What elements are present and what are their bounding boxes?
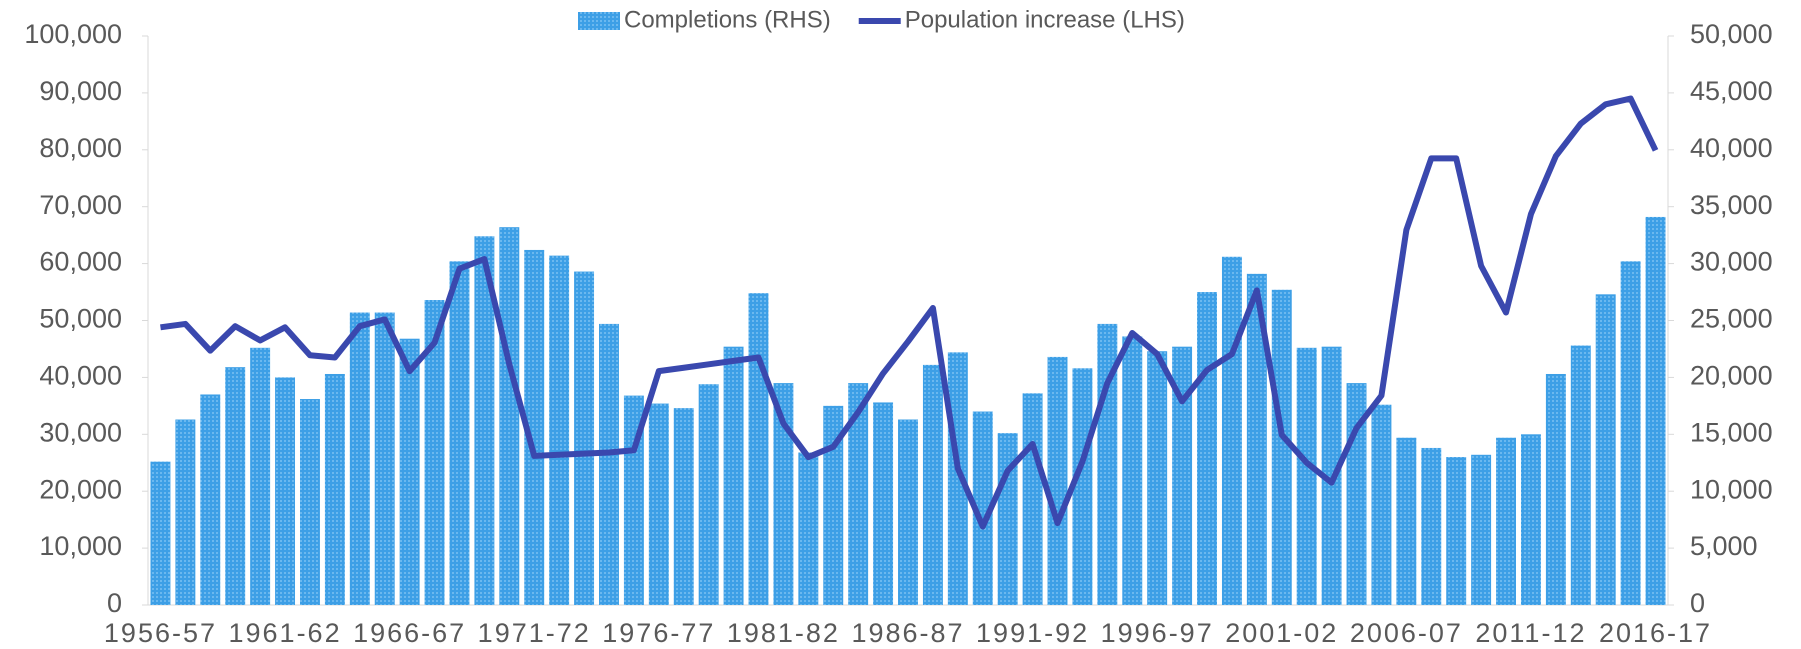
bar <box>648 403 669 605</box>
bar <box>1022 393 1043 605</box>
bar <box>748 293 769 605</box>
bar <box>574 271 595 605</box>
x-tick-label: 2016-17 <box>1599 618 1712 648</box>
bar <box>1371 404 1392 605</box>
x-tick-label: 2011-12 <box>1475 618 1586 648</box>
bar <box>723 346 744 605</box>
bar <box>947 352 968 605</box>
bar <box>449 261 470 605</box>
y-tick-label: 20,000 <box>39 474 122 504</box>
x-tick-label: 1961-62 <box>229 618 342 648</box>
x-tick-label: 1996-97 <box>1101 618 1214 648</box>
bar <box>1296 347 1317 605</box>
x-tick-label: 2001-02 <box>1225 618 1338 648</box>
x-tick-label: 2006-07 <box>1350 618 1463 648</box>
bar <box>1471 454 1492 605</box>
bar <box>873 402 894 605</box>
x-tick-label: 1986-87 <box>851 618 964 648</box>
bar <box>549 255 570 605</box>
y2-tick-label: 10,000 <box>1690 474 1773 504</box>
y2-tick-label: 5,000 <box>1690 531 1758 561</box>
bar <box>349 312 370 605</box>
bar <box>1396 437 1417 605</box>
bar <box>1047 356 1068 605</box>
y2-tick-label: 30,000 <box>1690 247 1773 277</box>
y2-tick-label: 0 <box>1690 588 1705 618</box>
bar <box>1172 346 1193 605</box>
y-tick-label: 0 <box>107 588 122 618</box>
y2-tick-label: 20,000 <box>1690 361 1773 391</box>
bar <box>1620 261 1641 605</box>
y2-tick-label: 25,000 <box>1690 304 1773 334</box>
bar <box>922 364 943 605</box>
bar <box>474 236 495 605</box>
bar <box>1147 351 1168 605</box>
x-tick-label: 1971-72 <box>478 618 591 648</box>
bar <box>374 312 395 605</box>
bar <box>698 384 719 605</box>
bar <box>300 399 320 605</box>
legend-label: Population increase (LHS) <box>905 6 1185 33</box>
bar <box>1446 457 1467 605</box>
bar <box>972 411 993 605</box>
y2-tick-label: 50,000 <box>1690 19 1773 49</box>
y-tick-label: 30,000 <box>39 417 122 447</box>
y-tick-label: 80,000 <box>39 133 122 163</box>
bar <box>1246 273 1267 605</box>
y-tick-label: 70,000 <box>39 190 122 220</box>
y-tick-label: 90,000 <box>39 76 122 106</box>
y-tick-label: 50,000 <box>39 304 122 334</box>
x-tick-label: 1976-77 <box>602 618 715 648</box>
y-tick-label: 60,000 <box>39 247 122 277</box>
bar <box>250 347 271 605</box>
y-tick-label: 40,000 <box>39 361 122 391</box>
bar <box>773 383 794 605</box>
x-tick-label: 1956-57 <box>104 618 217 648</box>
bar <box>499 227 520 605</box>
bar <box>200 394 221 605</box>
y2-tick-label: 40,000 <box>1690 133 1773 163</box>
y-tick-label: 10,000 <box>39 531 122 561</box>
bar <box>1197 292 1217 605</box>
bar <box>225 367 246 605</box>
legend-label: Completions (RHS) <box>624 6 831 33</box>
bar <box>1221 256 1242 605</box>
bar <box>1570 345 1591 605</box>
x-tick-label: 1966-67 <box>353 618 466 648</box>
bar <box>1545 373 1566 605</box>
bar <box>324 373 345 605</box>
x-tick-label: 1981-82 <box>727 618 840 648</box>
bar <box>1520 434 1541 605</box>
y2-tick-label: 45,000 <box>1690 76 1773 106</box>
bar <box>1421 447 1442 605</box>
y-tick-label: 100,000 <box>24 19 122 49</box>
bar <box>1496 437 1516 605</box>
legend-swatch <box>578 12 620 30</box>
bar <box>599 323 619 605</box>
bar <box>673 408 694 605</box>
bar <box>798 452 819 605</box>
bar <box>399 338 420 605</box>
bar <box>1122 336 1143 605</box>
bar <box>275 377 296 605</box>
bar <box>1271 289 1292 605</box>
bar <box>175 419 196 605</box>
bar <box>848 383 869 605</box>
bar <box>424 300 445 605</box>
bar <box>898 419 918 605</box>
x-tick-label: 1991-92 <box>976 618 1089 648</box>
bar <box>823 405 844 605</box>
bar <box>1645 216 1666 605</box>
y2-tick-label: 15,000 <box>1690 417 1773 447</box>
bar <box>524 249 545 605</box>
bar <box>1595 294 1616 605</box>
bar <box>150 461 171 605</box>
bar <box>1072 368 1093 605</box>
y2-tick-label: 35,000 <box>1690 190 1773 220</box>
line <box>160 95 1659 530</box>
